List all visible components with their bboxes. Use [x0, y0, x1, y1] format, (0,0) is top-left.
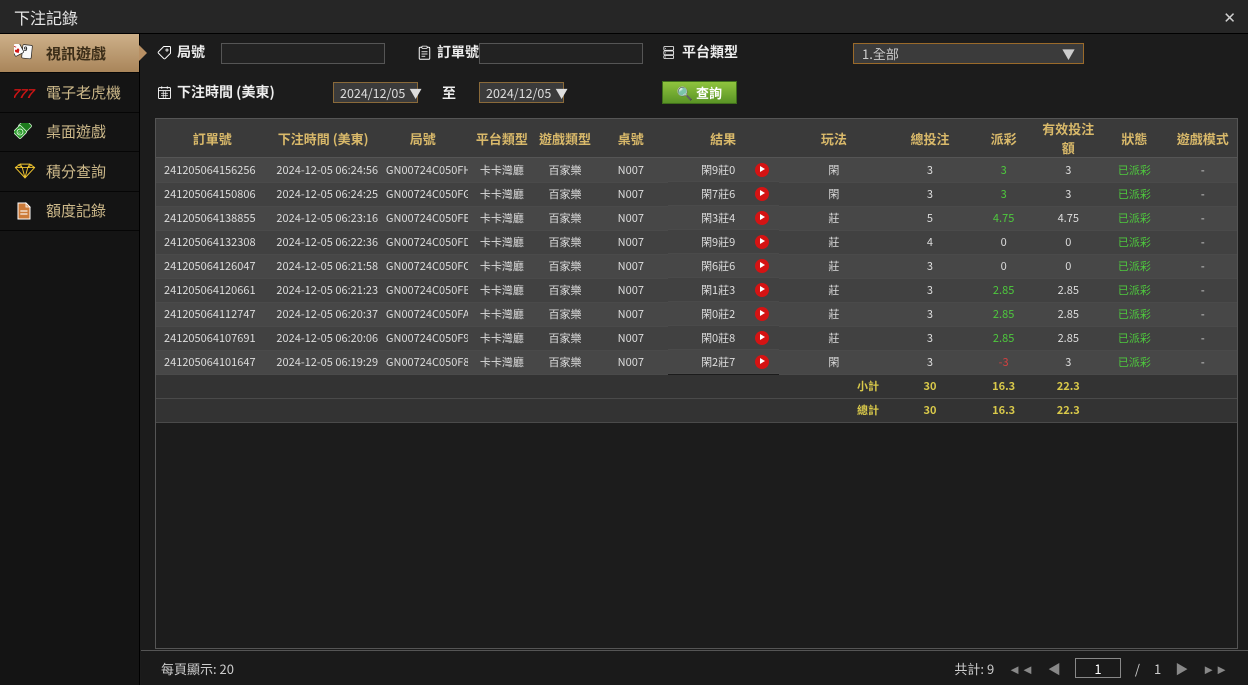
svg-text:777: 777	[14, 86, 36, 101]
